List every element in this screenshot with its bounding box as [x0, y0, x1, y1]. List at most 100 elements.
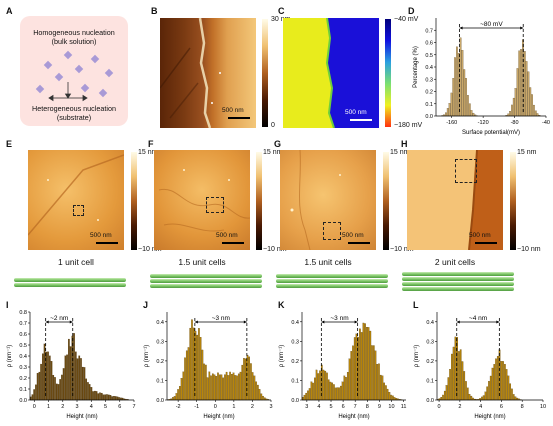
y-tick-label: 0.6 — [425, 41, 433, 47]
homogeneous-subtitle: (bulk solution) — [51, 37, 97, 46]
colorbar-f-min: −10 nm — [263, 246, 287, 253]
histogram-bar — [386, 388, 389, 401]
x-axis-label: Surface potential(mV) — [462, 130, 520, 136]
histogram-bar — [392, 395, 394, 401]
histogram-bar — [73, 333, 75, 401]
x-tick-label: 2 — [458, 404, 461, 410]
nucleation-schematic: Homogeneous nucleation (bulk solution) H… — [20, 16, 128, 126]
kpfm-potential-image-c: 500 nm — [283, 18, 379, 128]
panel-label-b: B — [151, 6, 158, 16]
histogram-bar — [472, 112, 475, 117]
histogram-bar — [198, 328, 200, 401]
zoom-box-g — [323, 222, 341, 240]
histogram-bar — [367, 327, 370, 401]
x-tick-label: 2 — [61, 404, 64, 410]
histogram-bar — [445, 385, 448, 401]
histogram-bar — [315, 369, 318, 401]
y-tick-label: 0.0 — [19, 398, 27, 404]
histogram-bar — [509, 383, 512, 401]
histogram-bar — [95, 391, 98, 401]
histogram-bar — [333, 384, 335, 401]
x-tick-label: 7 — [354, 404, 357, 410]
histogram-bar — [111, 396, 114, 401]
arrow-head-right — [243, 320, 247, 324]
histogram-bar — [180, 378, 183, 401]
histogram-bar — [87, 382, 89, 401]
y-tick-label: 0.4 — [19, 354, 27, 360]
y-tick-label: 0.4 — [156, 320, 164, 326]
histogram-bar — [47, 351, 49, 401]
histogram-bar — [113, 395, 115, 401]
histogram-bar — [308, 388, 311, 401]
histogram-bar — [76, 358, 79, 401]
histogram-bar — [468, 103, 471, 117]
y-axis-label: ρ (nm⁻¹) — [414, 345, 420, 368]
histogram-bar — [338, 387, 340, 401]
x-tick-label: 3 — [305, 404, 308, 410]
histogram-bar — [224, 374, 226, 401]
panel-label-d: D — [408, 6, 415, 16]
heterogeneous-title: Heterogeneous nucleation — [32, 104, 116, 113]
colorbar-e-max: 15 nm — [138, 149, 158, 156]
histogram-bar — [260, 393, 263, 401]
histogram-bar — [225, 371, 228, 401]
histogram-bar — [465, 78, 467, 117]
histogram-bar — [334, 387, 337, 401]
y-tick-label: 0.5 — [19, 343, 27, 349]
y-tick-label: 0.0 — [291, 398, 299, 404]
nucleation-diagram — [35, 50, 114, 102]
histogram-bar — [68, 338, 70, 401]
histogram-bar — [251, 372, 254, 401]
histogram-bar — [383, 382, 386, 401]
histogram-bar — [253, 375, 256, 401]
colorbar-g-max: 15 nm — [390, 149, 410, 156]
histogram-bar — [50, 361, 53, 401]
histogram-bar — [345, 377, 347, 401]
histogram-bar — [484, 391, 487, 401]
scale-bar-c — [350, 119, 372, 121]
x-tick-label: 0 — [33, 404, 36, 410]
histogram-bar — [52, 374, 55, 401]
zoom-box-e — [73, 205, 84, 216]
histogram-bar — [35, 384, 37, 401]
histogram-bar — [192, 327, 195, 401]
histogram-bar — [466, 387, 469, 401]
histogram-bar — [88, 384, 91, 401]
histogram-bar — [94, 390, 96, 401]
caption-e: 1 unit cell — [58, 257, 94, 267]
histogram-bar — [525, 61, 528, 117]
scale-label-h: 500 nm — [469, 232, 491, 239]
histogram-bar — [452, 78, 455, 117]
histogram-bar — [43, 343, 46, 401]
histogram-bar — [449, 369, 451, 401]
panel-label-k: K — [278, 300, 285, 310]
histogram-bar — [482, 395, 485, 401]
colorbar-c-min: −180 mV — [394, 122, 423, 129]
histogram-bar — [258, 389, 261, 401]
x-axis-label: Height (nm) — [338, 414, 369, 420]
x-tick-label: 3 — [75, 404, 78, 410]
histogram-bar — [371, 345, 373, 401]
arrow-head-right — [496, 320, 500, 324]
afm-height-image-e: 500 nm — [28, 150, 124, 250]
histogram-bar — [454, 57, 456, 117]
histogram-bar — [459, 37, 462, 117]
histogram-bar — [470, 395, 473, 401]
histogram-bar — [48, 355, 51, 401]
afm-height-image-h: 500 nm — [407, 150, 503, 250]
histogram-bar — [243, 358, 245, 401]
histogram-bar — [516, 68, 519, 117]
peak-spacing-label: ~3 nm — [212, 315, 230, 322]
histogram-bar — [486, 386, 489, 401]
histogram-bar — [199, 337, 202, 401]
histogram-bar — [440, 397, 443, 401]
y-tick-label: 0.2 — [291, 359, 299, 365]
y-tick-label: 0.0 — [156, 398, 164, 404]
scale-label-e: 500 nm — [90, 232, 112, 239]
colorbar-g-min: −10 nm — [390, 246, 414, 253]
panel-label-c: C — [278, 6, 285, 16]
panel-label-g: G — [274, 139, 282, 149]
afm-height-image-g: 500 nm — [280, 150, 376, 250]
colorbar-c-max: −40 mV — [394, 16, 419, 23]
height-histogram-i: 0 1 2 3 4 5 6 7 0.0 0.1 0.2 0.3 0.4 0.5 0.6 0.7 0.8 Heigh… — [7, 310, 136, 420]
